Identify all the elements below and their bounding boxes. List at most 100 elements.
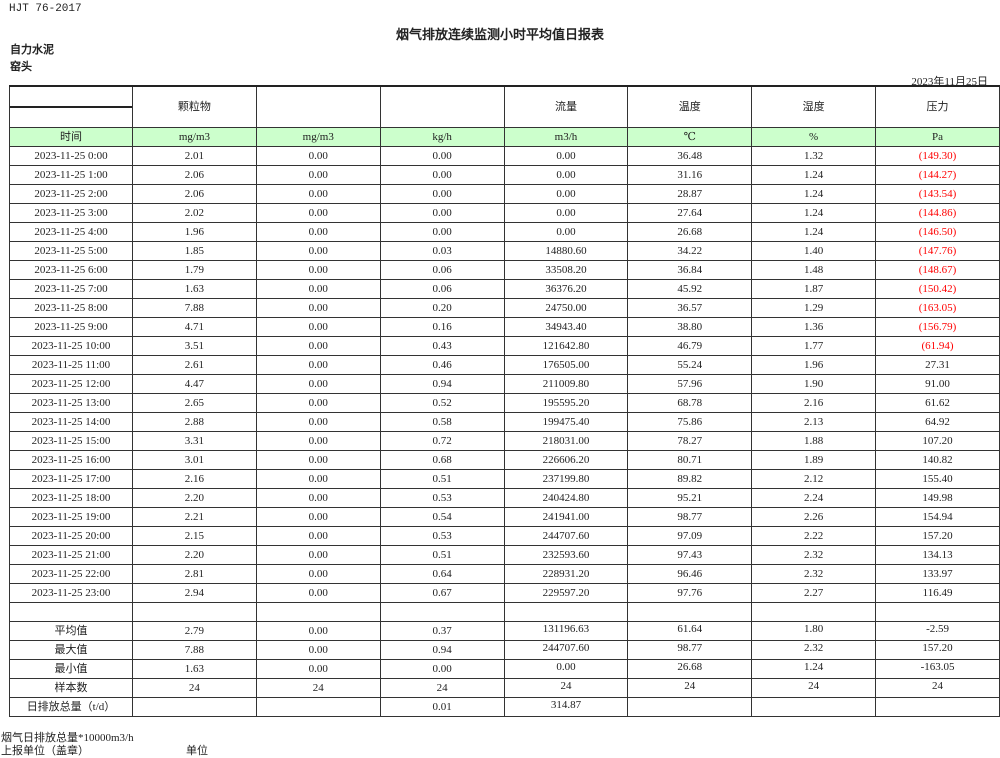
summary-value: 24: [132, 678, 257, 698]
value-cell: 2.16: [751, 393, 877, 413]
value-cell: 0.72: [379, 431, 505, 451]
value-cell: 237199.80: [503, 469, 629, 489]
value-cell: 2.22: [751, 526, 877, 546]
value-cell: (150.42): [875, 279, 1000, 299]
summary-value: [132, 697, 257, 717]
header-split-top: [10, 88, 132, 108]
value-cell: 0.00: [379, 165, 505, 185]
standard-code: HJT 76-2017: [9, 3, 82, 15]
summary-value: 0.00: [379, 659, 505, 679]
time-cell: 2023-11-25 15:00: [9, 431, 133, 451]
value-cell: 2.15: [132, 526, 257, 546]
value-cell: 28.87: [627, 184, 753, 204]
value-cell: (144.86): [875, 203, 1000, 223]
time-cell: 2023-11-25 0:00: [9, 146, 133, 166]
summary-value: 1.24: [751, 659, 877, 679]
time-cell: 2023-11-25 8:00: [9, 298, 133, 318]
value-cell: 2.12: [751, 469, 877, 489]
table-row: 2023-11-25 3:00 2.02 0.00 0.00 0.00 27.64 1.24…: [9, 203, 1000, 223]
value-cell: 1.63: [132, 279, 257, 299]
value-cell: 0.00: [379, 222, 505, 242]
time-cell: 2023-11-25 22:00: [9, 564, 133, 584]
value-cell: 61.62: [875, 393, 1000, 413]
value-cell: 97.43: [627, 545, 753, 565]
summary-value: 24: [875, 678, 1000, 698]
value-cell: 2.06: [132, 165, 257, 185]
summary-value: 2.32: [751, 640, 877, 660]
value-cell: 97.76: [627, 583, 753, 603]
value-cell: 116.49: [875, 583, 1000, 603]
value-cell: 2.20: [132, 488, 257, 508]
value-cell: 157.20: [875, 526, 1000, 546]
company-name: 自力水泥: [10, 43, 54, 56]
blank-cell: [751, 602, 877, 622]
report-date: 2023年11月25日: [911, 76, 988, 88]
value-cell: 27.64: [627, 203, 753, 223]
summary-label: 平均值: [9, 621, 133, 641]
value-cell: 1.79: [132, 260, 257, 280]
table-row: 2023-11-25 20:00 2.15 0.00 0.53 244707.60 97.…: [9, 526, 1000, 546]
time-cell: 2023-11-25 14:00: [9, 412, 133, 432]
blank-cell: [875, 602, 1000, 622]
unit-cell: kg/h: [379, 127, 505, 147]
value-cell: 2.81: [132, 564, 257, 584]
summary-label: 样本数: [9, 678, 133, 698]
summary-value: -163.05: [875, 659, 1000, 679]
summary-value: 0.37: [379, 621, 505, 641]
value-cell: 244707.60: [503, 526, 629, 546]
value-cell: 91.00: [875, 374, 1000, 394]
value-cell: 0.00: [255, 431, 381, 451]
unit-cell: mg/m3: [132, 127, 257, 147]
time-cell: 2023-11-25 11:00: [9, 355, 133, 375]
value-cell: 149.98: [875, 488, 1000, 508]
reporter-label: 上报单位（盖章）: [1, 745, 89, 757]
summary-value: 0.00: [503, 659, 629, 679]
value-cell: 218031.00: [503, 431, 629, 451]
summary-label: 最小值: [9, 659, 133, 679]
value-cell: 14880.60: [503, 241, 629, 261]
value-cell: 38.80: [627, 317, 753, 337]
summary-value: -2.59: [875, 621, 1000, 641]
unit-row: 时间 mg/m3 mg/m3 kg/h m3/h ℃% Pa: [9, 127, 1000, 147]
value-cell: 0.06: [379, 279, 505, 299]
table-row: 2023-11-25 8:00 7.88 0.00 0.20 24750.00 36.57…: [9, 298, 1000, 318]
value-cell: 0.00: [255, 279, 381, 299]
summary-value: 0.94: [379, 640, 505, 660]
table-row: 2023-11-25 22:00 2.81 0.00 0.64 228931.20 96.…: [9, 564, 1000, 584]
value-cell: 0.00: [255, 412, 381, 432]
value-cell: 2.13: [751, 412, 877, 432]
summary-value: 7.88: [132, 640, 257, 660]
summary-row: 最小值 1.63 0.00 0.00 0.00 26.68 1.24 -163.05: [9, 659, 1000, 679]
value-cell: 0.51: [379, 545, 505, 565]
header-cell: 湿度: [751, 85, 877, 128]
value-cell: 0.43: [379, 336, 505, 356]
value-cell: 0.00: [255, 165, 381, 185]
table-row: 2023-11-25 11:00 2.61 0.00 0.46 176505.00 55.…: [9, 355, 1000, 375]
time-cell: 2023-11-25 20:00: [9, 526, 133, 546]
time-cell: 2023-11-25 6:00: [9, 260, 133, 280]
table-row: 2023-11-25 9:00 4.71 0.00 0.16 34943.40 38.80…: [9, 317, 1000, 337]
value-cell: 134.13: [875, 545, 1000, 565]
value-cell: 2.94: [132, 583, 257, 603]
value-cell: 140.82: [875, 450, 1000, 470]
value-cell: 0.67: [379, 583, 505, 603]
value-cell: 195595.20: [503, 393, 629, 413]
value-cell: 98.77: [627, 507, 753, 527]
summary-value: [875, 697, 1000, 717]
value-cell: 0.51: [379, 469, 505, 489]
value-cell: 2.20: [132, 545, 257, 565]
value-cell: 0.00: [255, 583, 381, 603]
time-cell: 2023-11-25 2:00: [9, 184, 133, 204]
header-cell: 压力: [875, 85, 1000, 128]
time-cell: 2023-11-25 21:00: [9, 545, 133, 565]
value-cell: (143.54): [875, 184, 1000, 204]
value-cell: 0.00: [379, 146, 505, 166]
time-cell: 2023-11-25 4:00: [9, 222, 133, 242]
value-cell: 0.00: [255, 564, 381, 584]
header-cell: [9, 85, 133, 128]
table-row: 2023-11-25 2:00 2.06 0.00 0.00 0.00 28.87 1.24…: [9, 184, 1000, 204]
time-cell: 2023-11-25 16:00: [9, 450, 133, 470]
summary-value: 314.87: [503, 697, 629, 717]
summary-value: 0.00: [255, 621, 381, 641]
value-cell: 155.40: [875, 469, 1000, 489]
